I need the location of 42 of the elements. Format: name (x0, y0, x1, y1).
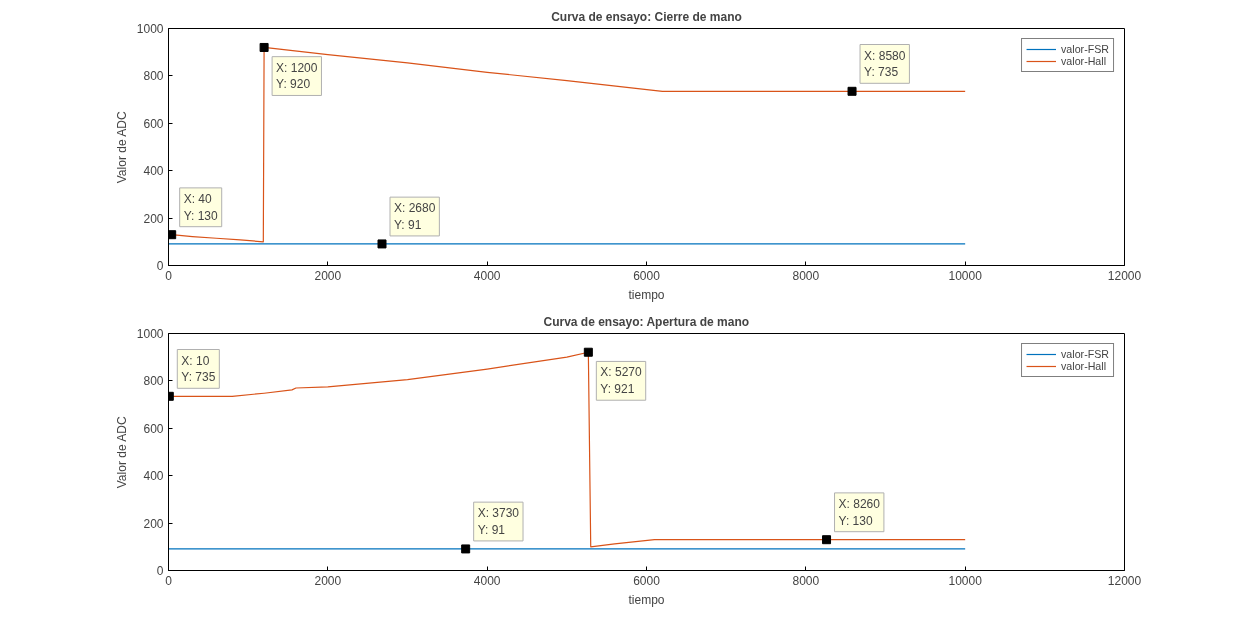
x-tick-label: 4000 (473, 573, 501, 588)
y-tick-label: 0 (156, 259, 164, 273)
legend-label: valor-Hall (1061, 55, 1107, 67)
chart-title: Curva de ensayo: Apertura de mano (543, 314, 750, 329)
annotation: X: 10 Y: 735 (181, 353, 216, 385)
annotation: X: 2680 Y: 91 (394, 201, 436, 232)
chart-title: Curva de ensayo: Cierre de mano (551, 9, 742, 24)
y-tick-label: 600 (143, 421, 164, 436)
x-tick-label: 10000 (948, 573, 983, 588)
annotation: X: 40 Y: 130 (183, 191, 219, 223)
x-axis-title: tiempo (628, 592, 665, 607)
y-tick-label: 400 (143, 469, 164, 484)
x-tick-label: 2000 (314, 573, 342, 588)
legend-label: valor-Hall (1061, 360, 1107, 372)
y-tick-label: 800 (143, 69, 164, 84)
y-axis-title: Valor de ADC (114, 416, 129, 489)
annotation: X: 8260 Y: 130 (838, 496, 881, 528)
y-tick-label: 400 (143, 164, 164, 179)
x-axis-title: tiempo (628, 287, 665, 302)
x-tick-label: 8000 (792, 573, 820, 588)
x-tick-label: 12000 (1107, 268, 1142, 283)
y-tick-label: 1000 (136, 22, 164, 36)
x-tick-label: 6000 (633, 268, 661, 283)
y-axis-title: Valor de ADC (114, 111, 129, 184)
y-tick-label: 0 (156, 564, 164, 578)
x-tick-label: 6000 (633, 573, 661, 588)
y-tick-label: 200 (143, 516, 164, 531)
x-tick-label: 10000 (948, 268, 983, 283)
y-tick-label: 200 (143, 211, 164, 226)
legend-label: valor-FSR (1061, 43, 1109, 55)
annotation: X: 8580 Y: 735 (864, 48, 906, 80)
x-tick-label: 12000 (1107, 573, 1142, 588)
x-tick-label: 8000 (792, 268, 820, 283)
x-tick-label: 4000 (473, 268, 501, 283)
x-tick-label: 2000 (314, 268, 342, 283)
annotation: X: 1200 Y: 920 (276, 60, 318, 92)
legend-label: valor-FSR (1061, 348, 1109, 360)
annotation: X: 5270 Y: 921 (600, 365, 643, 397)
annotation: X: 3730 Y: 91 (477, 506, 520, 537)
y-tick-label: 800 (143, 374, 164, 389)
y-tick-label: 600 (143, 116, 164, 131)
y-tick-label: 1000 (136, 327, 164, 341)
